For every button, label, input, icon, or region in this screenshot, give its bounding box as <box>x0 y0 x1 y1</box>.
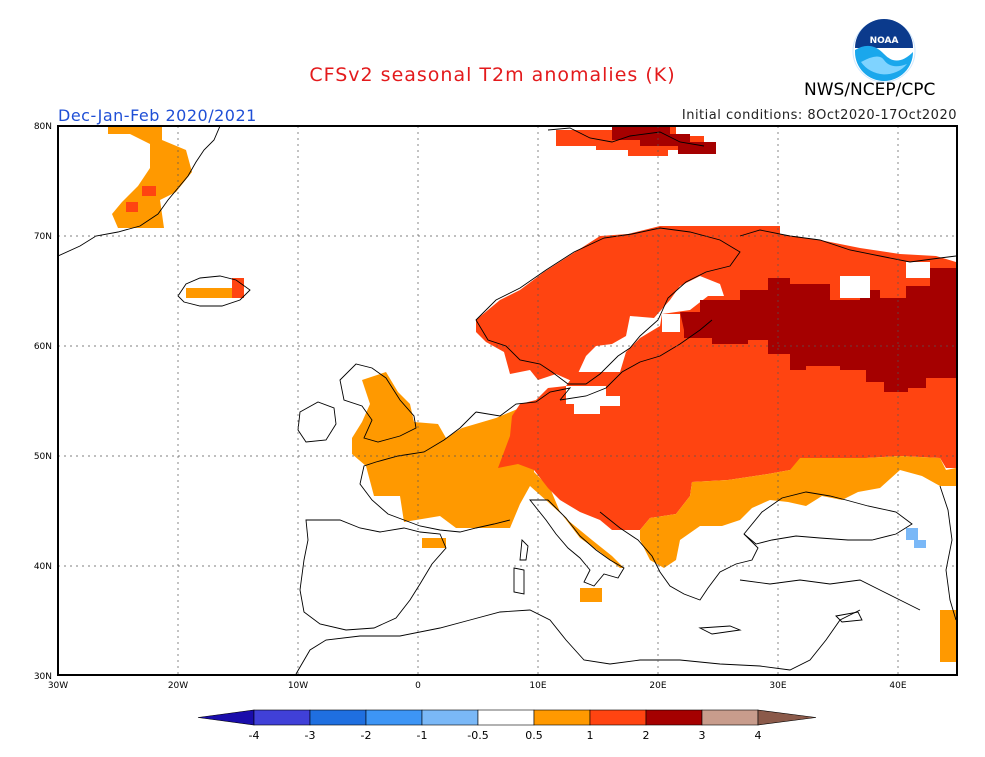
anomaly-region-gulf-bothnia-white <box>662 314 680 332</box>
agency-label: NWS/NCEP/CPC <box>804 80 936 100</box>
anomaly-region-barents-white <box>840 262 930 298</box>
colorbar-tick-label: 3 <box>699 729 706 742</box>
season-label: Dec-Jan-Feb 2020/2021 <box>58 106 257 125</box>
anomaly-region-russia-core <box>680 268 956 392</box>
colorbar-tick-label: 1 <box>587 729 594 742</box>
coast-baltic <box>559 319 713 401</box>
colorbar-tick-label: 2 <box>643 729 650 742</box>
coast-iberia <box>299 519 447 631</box>
coast-scandinavia <box>475 227 741 385</box>
colorbar-tick-label: 4 <box>755 729 762 742</box>
coast-russia-arctic <box>739 229 957 263</box>
latitude-labels: 80N 70N 60N 50N 40N 30N <box>34 122 52 682</box>
coast-iceland <box>177 275 251 307</box>
longitude-labels: 30W 20W 10W 0 10E 20E 30E 40E <box>48 681 907 691</box>
colorbar-tick-label: 0.5 <box>525 729 543 742</box>
coast-western-europe <box>359 387 572 533</box>
colorbar-tick-label: -2 <box>361 729 372 742</box>
colorbar-bin <box>365 709 423 726</box>
lat-label: 70N <box>34 232 52 242</box>
anomaly-region-western-europe <box>352 372 624 568</box>
lat-label: 50N <box>34 452 52 462</box>
anomaly-region-iceland-east <box>232 278 244 298</box>
anomaly-region-caucasus-cool <box>906 528 926 548</box>
colorbar-tick-label: -3 <box>305 729 316 742</box>
anomaly-fill-layer <box>108 126 956 662</box>
lon-label: 40E <box>889 681 906 691</box>
lon-label: 20W <box>168 681 188 691</box>
coast-crete-cyprus <box>698 611 863 635</box>
coastline-layer <box>58 126 957 675</box>
lon-label: 10W <box>288 681 308 691</box>
colorbar-tick-label: -1 <box>417 729 428 742</box>
coast-north-africa <box>295 609 861 675</box>
anomaly-region-baltic-white <box>566 386 620 414</box>
coast-svalbard <box>547 127 705 147</box>
colorbar-bin <box>645 709 703 726</box>
coast-ireland <box>297 401 337 443</box>
colorbar-bin <box>477 709 535 726</box>
lon-label: 30W <box>48 681 68 691</box>
lon-label: 10E <box>529 681 546 691</box>
colorbar-bin <box>701 709 759 726</box>
colorbar-arrow-low <box>197 709 255 726</box>
lat-label: 60N <box>34 342 52 352</box>
chart-title: CFSv2 seasonal T2m anomalies (K) <box>309 64 676 86</box>
colorbar-tick-label: -4 <box>249 729 260 742</box>
coast-corsica-sardinia <box>513 539 529 595</box>
anomaly-region-greenland-east-warm <box>126 186 156 212</box>
coast-british-isles <box>339 363 417 443</box>
noaa-logo: NOAA <box>852 19 916 83</box>
svg-text:NOAA: NOAA <box>870 36 899 46</box>
coast-italy <box>529 499 625 587</box>
coast-turkey-south <box>739 579 921 611</box>
colorbar-bin <box>589 709 647 726</box>
anomaly-region-iceland <box>186 288 232 298</box>
lat-label: 80N <box>34 122 52 132</box>
colorbar-tick-label: -0.5 <box>467 729 488 742</box>
initial-conditions-label: Initial conditions: 8Oct2020-17Oct2020 <box>681 108 957 123</box>
colorbar-arrow-high <box>757 709 817 726</box>
coast-black-sea <box>743 491 913 545</box>
coast-balkans-greece <box>599 511 759 601</box>
lon-label: 20E <box>649 681 666 691</box>
anomaly-region-iberia-north <box>422 538 446 548</box>
graticule <box>58 126 957 675</box>
anomaly-region-caspian-south <box>940 610 956 662</box>
colorbar-bin <box>533 709 591 726</box>
colorbar-bin <box>421 709 479 726</box>
lon-label: 0 <box>415 681 421 691</box>
anomaly-region-sicily <box>580 588 602 602</box>
colorbar: -4 -3 -2 -1 -0.5 0.5 1 2 3 4 <box>197 709 817 742</box>
anomaly-region-svalbard-core <box>612 126 716 154</box>
coast-caspian <box>939 485 957 621</box>
colorbar-bin <box>253 709 311 726</box>
lat-label: 40N <box>34 562 52 572</box>
colorbar-bin <box>309 709 367 726</box>
map-frame <box>57 125 958 676</box>
lon-label: 30E <box>769 681 786 691</box>
lat-label: 30N <box>34 672 52 682</box>
anomaly-region-balkans-blacksea <box>640 456 956 568</box>
